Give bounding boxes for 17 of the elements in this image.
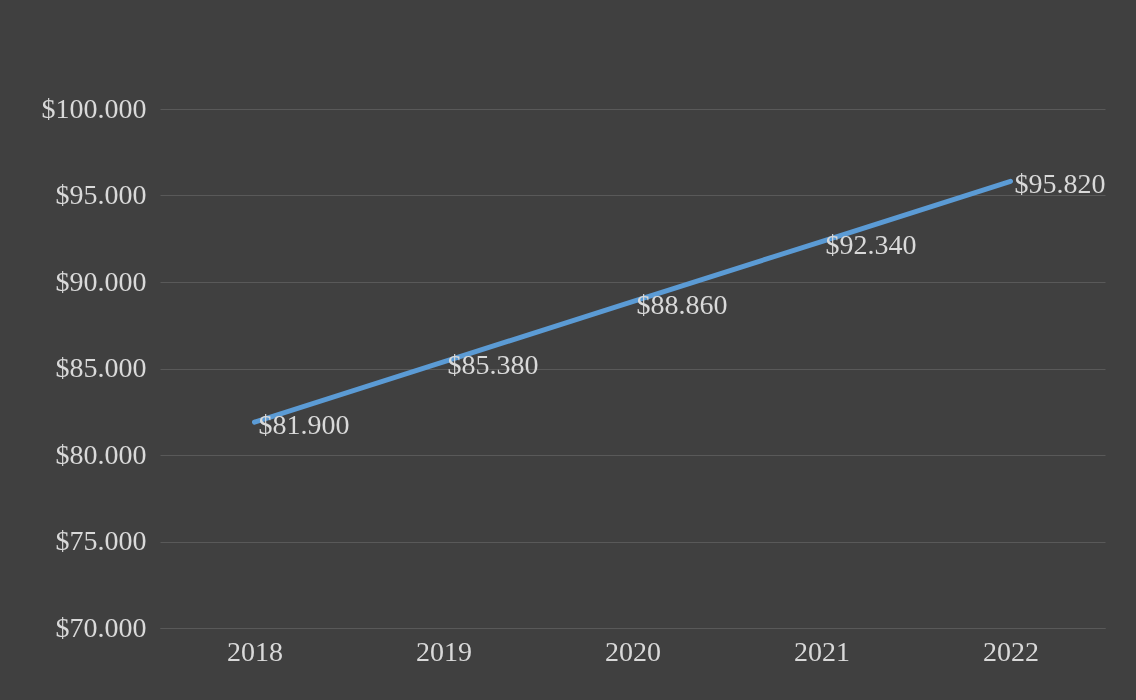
text: $95.820 — [1014, 168, 1106, 200]
y-tick-label: $70.000 — [55, 611, 147, 643]
y-tick-label: $80.000 — [55, 438, 147, 470]
x-tick-label: 2018 — [227, 635, 283, 667]
y-tick-label: $100.000 — [41, 92, 147, 124]
y-tick-label: $95.000 — [55, 179, 147, 210]
x-tick-label: 2022 — [983, 635, 1039, 667]
y-tick-label: $90.000 — [55, 265, 147, 297]
text: $92.340 — [825, 228, 917, 260]
y-tick-label: $75.000 — [55, 525, 147, 556]
x-tick-label: 2019 — [416, 635, 472, 667]
text: $81.900 — [258, 409, 350, 441]
text: $85.380 — [447, 348, 539, 380]
x-tick-label: 2020 — [605, 635, 661, 667]
x-tick-label: 2021 — [794, 635, 850, 667]
text: $88.860 — [636, 288, 728, 320]
y-tick-label: $85.000 — [55, 352, 147, 383]
